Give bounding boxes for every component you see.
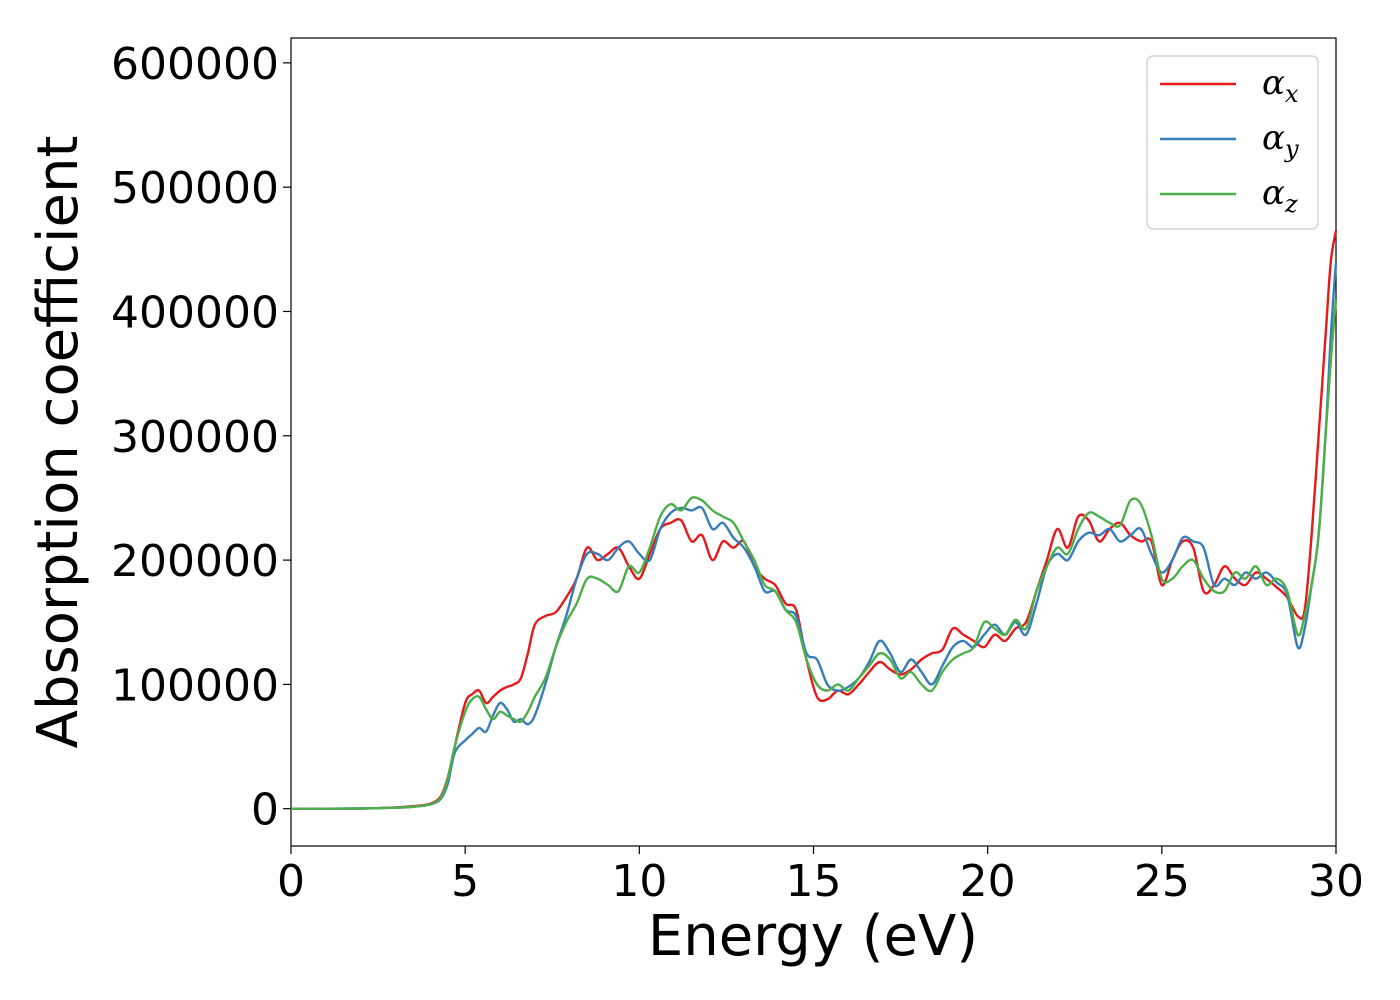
x-tick-label: 5 bbox=[451, 856, 479, 907]
x-tick-label: 25 bbox=[1134, 856, 1190, 907]
y-tick-label: 600000 bbox=[111, 39, 279, 90]
x-axis-label: Energy (eV) bbox=[648, 904, 978, 969]
y-axis-label: Absorption coefficient bbox=[26, 136, 91, 749]
y-tick-label: 400000 bbox=[111, 287, 279, 338]
y-tick-label: 100000 bbox=[111, 660, 279, 711]
x-tick-label: 20 bbox=[960, 856, 1016, 907]
x-tick-label: 10 bbox=[611, 856, 667, 907]
series-line-x bbox=[291, 230, 1338, 810]
x-axis-ticks: 0 5 10 15 20 25 30 bbox=[277, 846, 1364, 907]
x-tick-label: 0 bbox=[277, 856, 305, 907]
y-tick-label: 300000 bbox=[111, 412, 279, 463]
y-tick-label: 0 bbox=[251, 785, 279, 836]
y-tick-label: 200000 bbox=[111, 536, 279, 587]
y-axis-ticks: 0 100000 200000 300000 400000 500000 600000 bbox=[111, 39, 291, 836]
series-line-z bbox=[291, 298, 1338, 810]
x-tick-label: 15 bbox=[786, 856, 842, 907]
x-tick-label: 30 bbox=[1308, 856, 1364, 907]
legend-box bbox=[1146, 55, 1319, 230]
y-tick-label: 500000 bbox=[111, 163, 279, 214]
series-layer bbox=[291, 230, 1338, 810]
